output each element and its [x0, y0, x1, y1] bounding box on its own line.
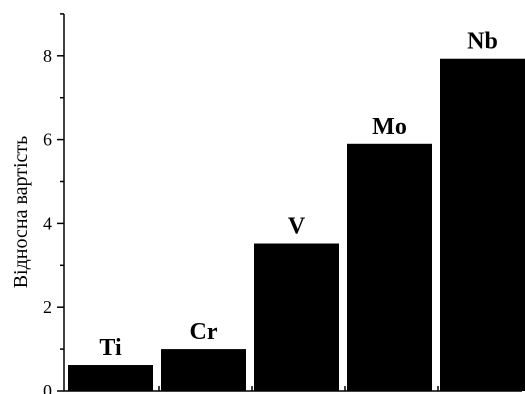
y-tick-label: 4 — [43, 213, 52, 233]
y-tick-label: 8 — [43, 46, 52, 66]
bar-label-ti: Ti — [99, 335, 122, 361]
bar-cr — [161, 349, 246, 391]
bar-mo — [347, 143, 432, 391]
y-axis-title: Відносна вартість — [10, 136, 32, 289]
x-axis — [64, 386, 522, 392]
bar-v — [254, 243, 339, 391]
y-axis: 0 2 4 6 8 — [43, 13, 65, 394]
bar-label-mo: Mo — [372, 114, 407, 140]
bar-ti — [68, 365, 153, 391]
bar-nb — [440, 58, 525, 391]
bar-label-nb: Nb — [467, 29, 498, 55]
y-tick-label: 0 — [43, 381, 52, 394]
y-tick-label: 2 — [43, 297, 52, 317]
bar-label-cr: Cr — [190, 319, 218, 345]
bars: Ti Cr V Mo Nb — [68, 29, 525, 391]
bar-label-v: V — [288, 214, 306, 240]
y-tick-label: 6 — [43, 130, 52, 150]
